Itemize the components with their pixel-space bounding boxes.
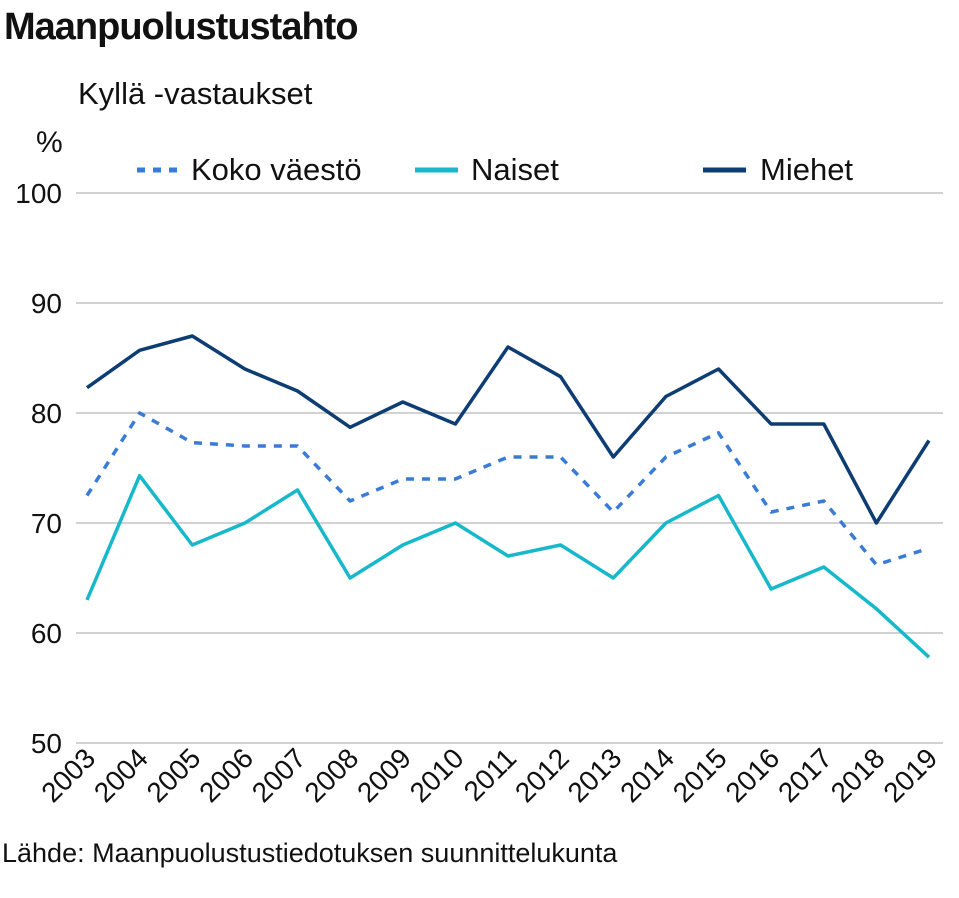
series-line-2 [85, 473, 931, 659]
y-tick-label: 100 [15, 178, 62, 209]
y-tick-label: 70 [31, 508, 62, 539]
grid-lines [76, 192, 943, 744]
x-tick-label: 2011 [458, 742, 523, 807]
y-tick-label: 80 [31, 398, 62, 429]
x-tick-label: 2017 [772, 742, 838, 808]
x-tick-label: 2012 [509, 742, 575, 808]
x-tick-label: 2009 [351, 742, 417, 808]
x-tick-label: 2006 [193, 742, 259, 808]
y-tick-label: 60 [31, 618, 62, 649]
legend-label-1: Koko väestö [191, 152, 362, 187]
x-tick-label: 2007 [246, 742, 312, 808]
x-tick-label: 2016 [719, 742, 785, 808]
x-tick-label: 2014 [614, 742, 680, 808]
x-tick-label: 2008 [298, 742, 364, 808]
x-tick-label: 2004 [88, 742, 154, 808]
chart-title: Maanpuolustustahto [4, 6, 359, 48]
x-tick-label: 2019 [877, 742, 943, 808]
x-tick-label: 2010 [404, 742, 470, 808]
series-lines [85, 334, 931, 659]
x-tick-label: 2018 [825, 742, 891, 808]
chart-subtitle: Kyllä -vastaukset [78, 76, 313, 111]
x-tick-label: 2015 [667, 742, 733, 808]
y-axis-ticks: 50 60 70 80 90 100 [15, 178, 62, 759]
x-axis-ticks: 2003200420052006200720082009201020112012… [35, 742, 943, 808]
legend: Koko väestö Naiset Miehet [137, 152, 853, 187]
y-tick-label: 90 [31, 288, 62, 319]
legend-label-3: Miehet [760, 152, 853, 187]
series-line-1 [85, 411, 930, 567]
y-tick-label: 50 [31, 728, 62, 759]
x-tick-label: 2013 [562, 742, 628, 808]
line-chart: 50 60 70 80 90 100 % 200320042005200620072008… [15, 126, 943, 808]
x-tick-label: 2005 [141, 742, 207, 808]
y-axis-unit-label: % [36, 126, 63, 159]
legend-label-2: Naiset [471, 152, 559, 187]
series-line-3 [85, 334, 931, 525]
source-note: Lähde: Maanpuolustustiedotuksen suunnitt… [2, 838, 618, 868]
